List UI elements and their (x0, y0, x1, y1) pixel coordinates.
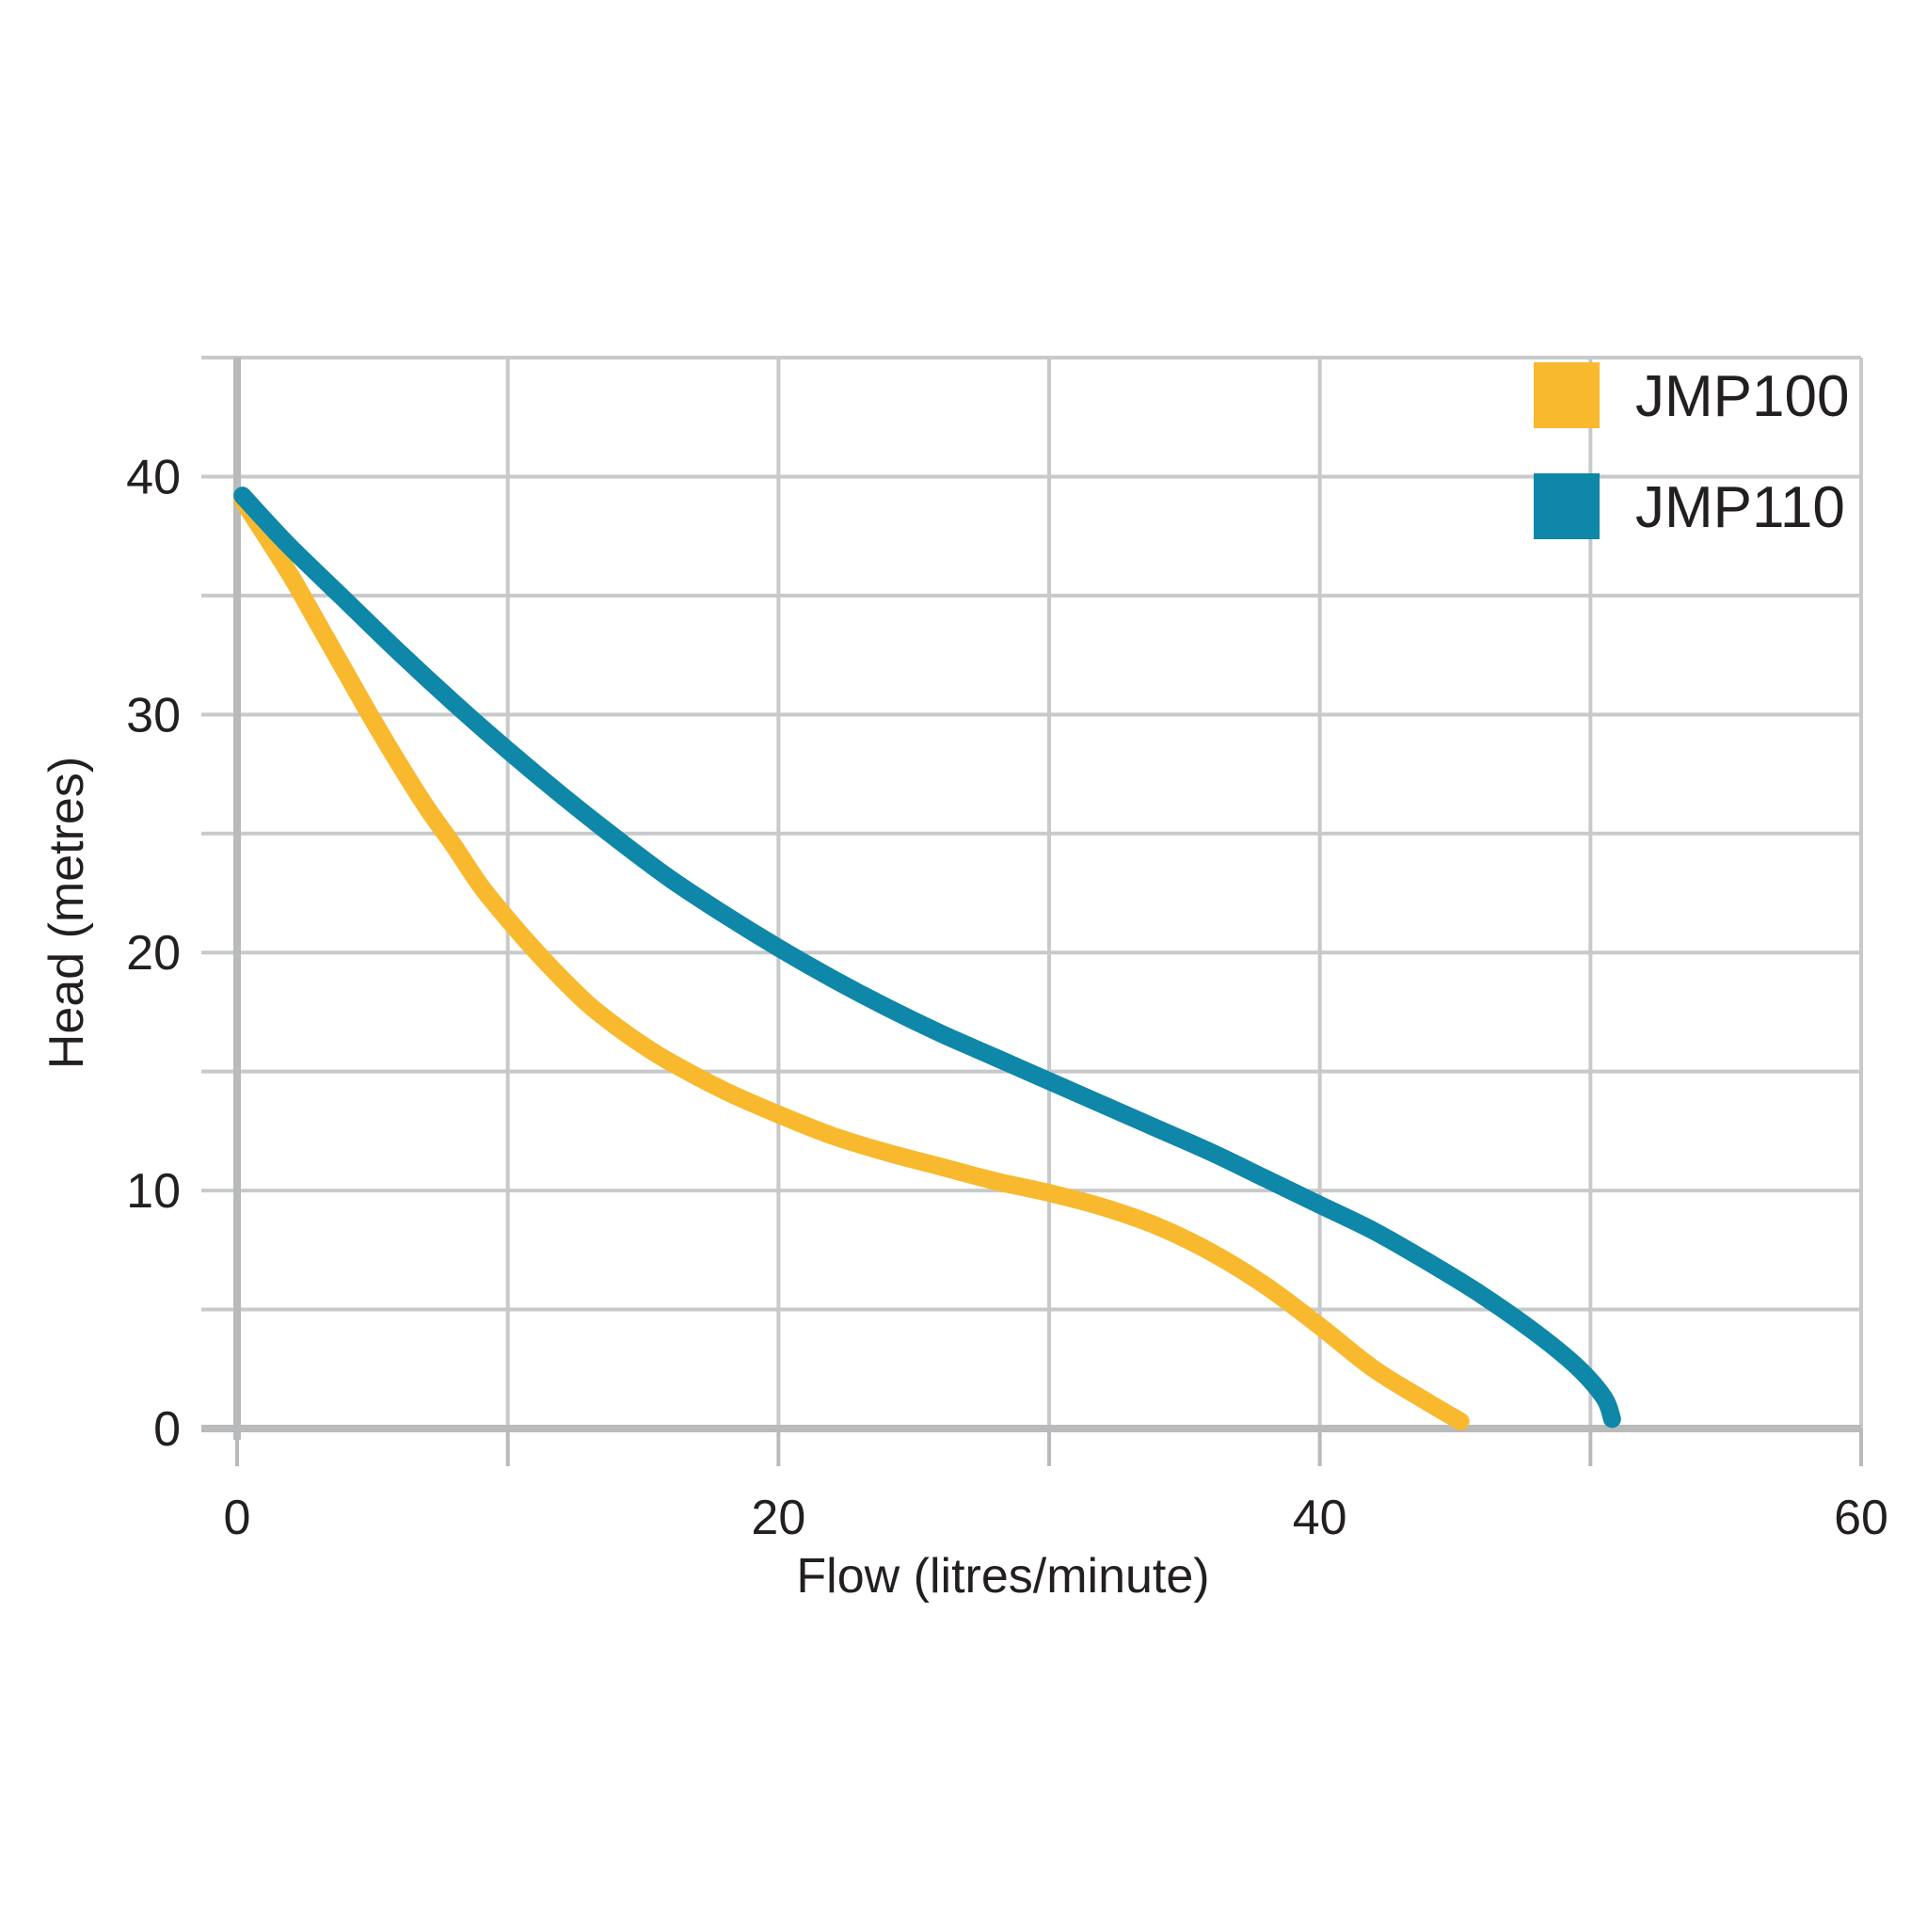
legend-swatch-jmp100 (1534, 362, 1600, 428)
x-tick-label: 40 (1293, 1491, 1347, 1545)
y-tick-label: 40 (126, 450, 181, 504)
legend-label-jmp100: JMP100 (1635, 364, 1849, 429)
x-tick-label: 60 (1834, 1491, 1888, 1545)
x-tick-label: 0 (224, 1491, 251, 1545)
y-axis-title: Head (metres) (40, 757, 94, 1069)
tick-labels: 0 20 40 60 0 10 20 30 40 (126, 450, 1888, 1545)
legend-label-jmp110: JMP110 (1635, 475, 1845, 540)
legend-swatch-jmp110 (1534, 473, 1600, 539)
axes (201, 358, 1863, 1466)
y-tick-label: 20 (126, 926, 181, 981)
series-line-jmp110 (233, 487, 1621, 1429)
series-lines (233, 487, 1621, 1430)
x-tick-label: 20 (751, 1491, 805, 1545)
grid (201, 356, 1863, 1429)
y-tick-label: 0 (153, 1402, 181, 1457)
series-line-jmp100 (233, 491, 1470, 1430)
x-axis-title: Flow (litres/minute) (796, 1549, 1209, 1604)
y-tick-label: 10 (126, 1164, 181, 1219)
y-tick-label: 30 (126, 688, 181, 742)
legend: JMP100 JMP110 (1534, 362, 1849, 540)
